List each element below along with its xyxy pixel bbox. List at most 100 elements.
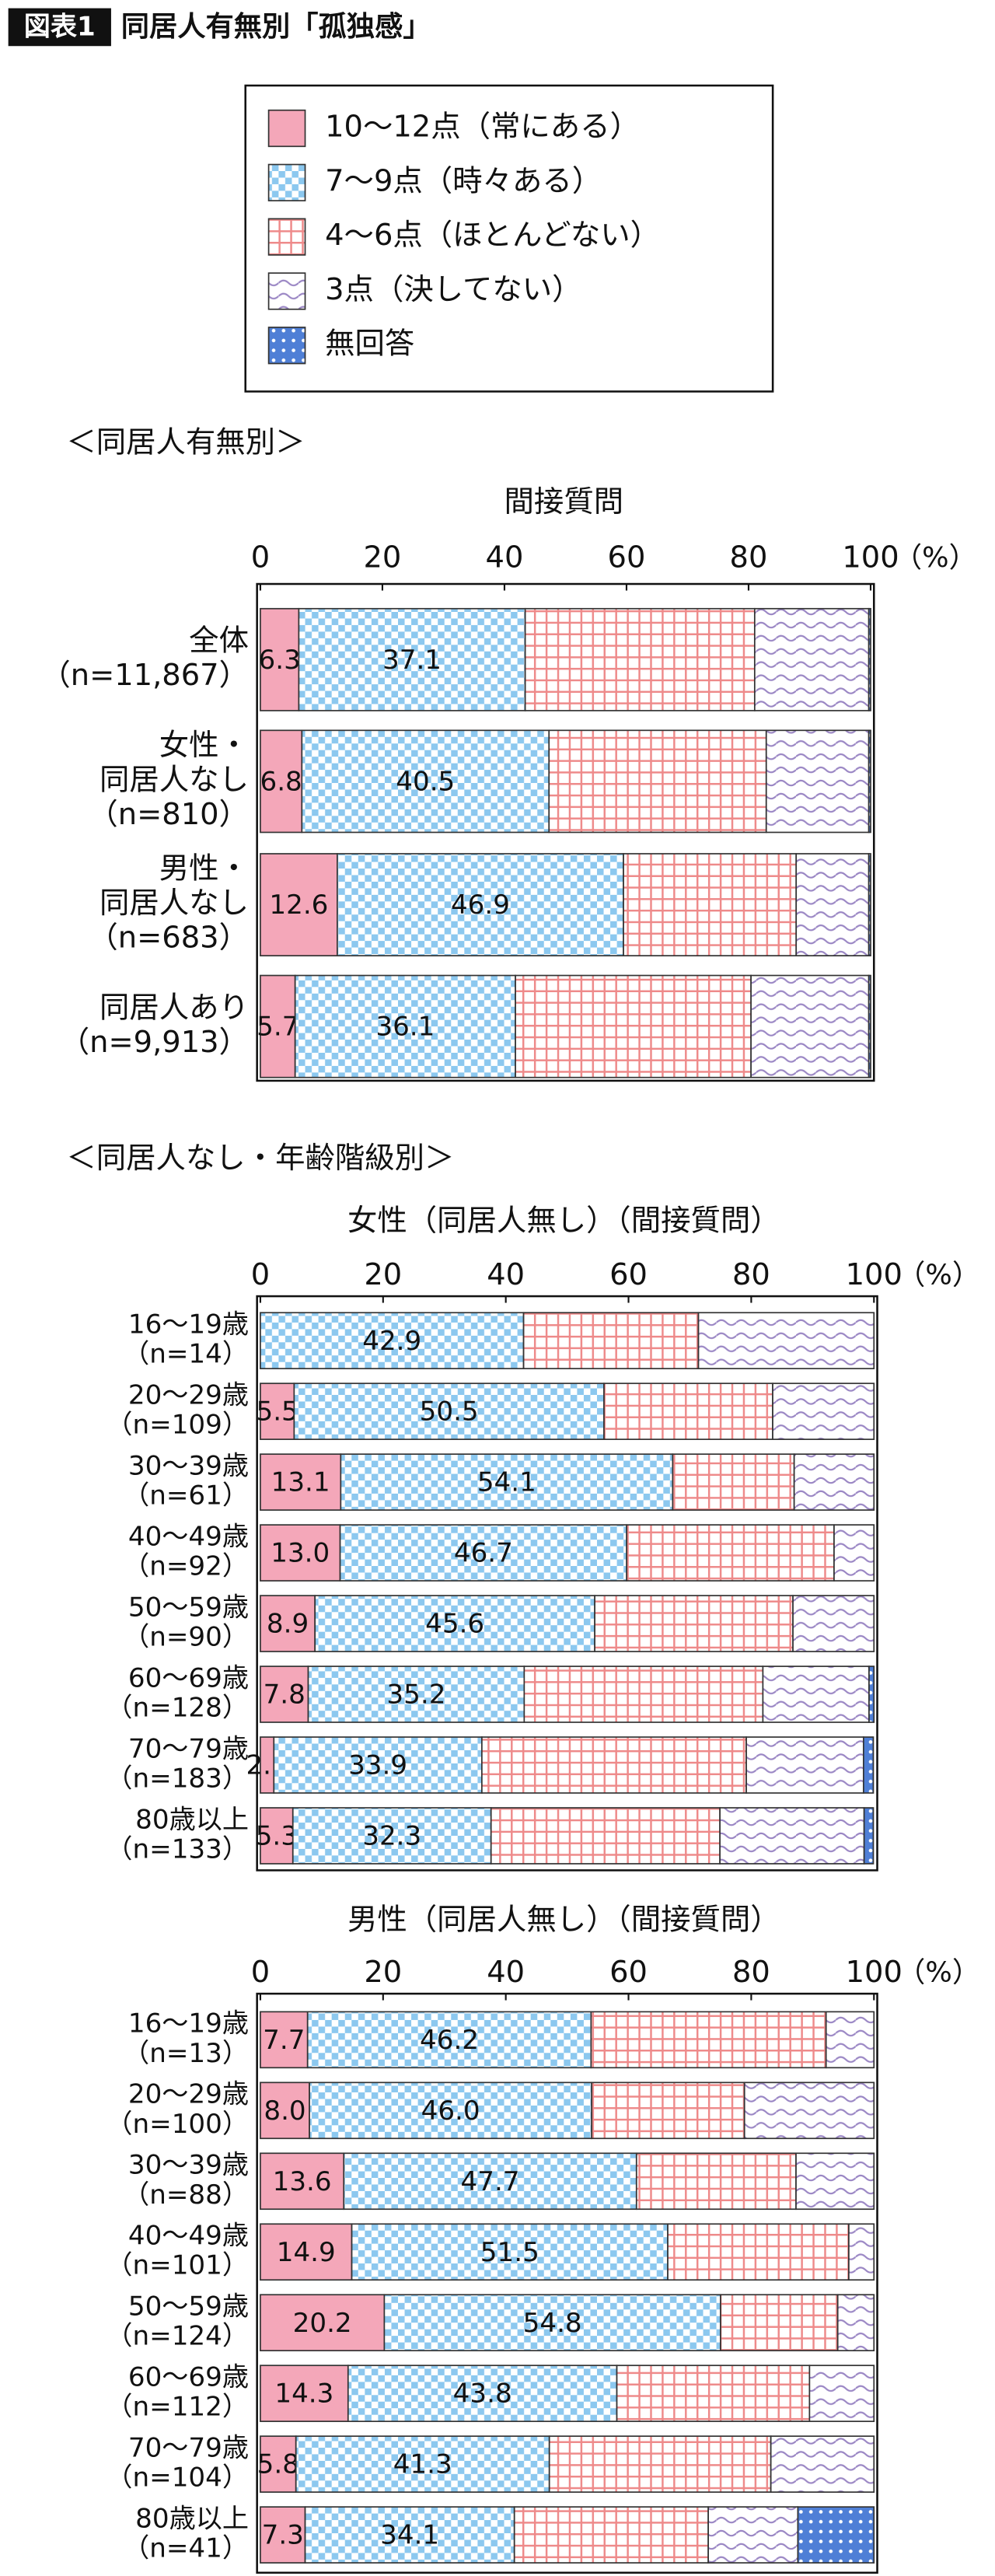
y-tick-label: 60～69歳	[128, 1663, 249, 1694]
y-tick-label: 80歳以上	[135, 2504, 249, 2535]
section-heading: ＜同居人なし・年齢階級別＞	[66, 1141, 454, 1176]
data-label: 36.1	[375, 1012, 435, 1043]
y-tick-label: 60～69歳	[128, 2362, 249, 2393]
data-label: 42.9	[362, 1326, 421, 1357]
data-label: 41.3	[393, 2449, 452, 2480]
bar-segment	[848, 2223, 875, 2281]
bar-segment	[524, 607, 756, 711]
bar-segment	[616, 2365, 811, 2422]
bar-segment	[343, 2152, 637, 2211]
bar-segment	[808, 2365, 875, 2422]
bar-segment	[707, 2506, 799, 2564]
data-label: 5.8	[257, 2449, 299, 2480]
bar-segment	[347, 2365, 618, 2422]
bar-segment	[833, 1524, 875, 1582]
bar-segment	[772, 1382, 875, 1440]
legend-label: 無回答	[325, 327, 414, 362]
data-label: 8.9	[267, 1609, 309, 1640]
x-unit: （%）	[897, 1956, 980, 1989]
y-tick-label: 40～49歳	[128, 2221, 249, 2252]
legend-swatch	[267, 327, 306, 365]
bar-segment	[667, 2223, 850, 2281]
y-tick-label: 女性・	[159, 729, 249, 763]
y-tick-label: 20～29歳	[128, 1380, 249, 1411]
title-tag: 図表1	[24, 12, 96, 43]
x-unit: （%）	[894, 540, 977, 574]
data-label: 33.9	[348, 1750, 407, 1781]
y-tick-label: （n=112）	[106, 2392, 249, 2423]
bar-segment	[260, 1312, 525, 1370]
y-tick-label: （n=810）	[88, 798, 249, 832]
x-tick-label: 60	[608, 541, 646, 575]
bar-segment	[863, 1807, 875, 1865]
panel-title: 男性（同居人無し）（間接質問）	[347, 1903, 780, 1938]
bar-segment	[306, 2011, 592, 2069]
bar-segment	[304, 2506, 515, 2564]
data-label: 46.2	[420, 2025, 479, 2056]
bar-segment	[383, 2294, 721, 2352]
data-label: 54.8	[523, 2308, 582, 2339]
data-label: 43.8	[453, 2379, 512, 2410]
bar-segment	[260, 2506, 306, 2564]
x-tick-label: 20	[364, 541, 402, 575]
bar-segment	[825, 2011, 875, 2069]
bar-segment	[868, 607, 871, 711]
bar-segment	[795, 853, 870, 956]
x-tick-label: 80	[732, 1956, 770, 1990]
y-tick-label: 16～19歳	[128, 2008, 249, 2039]
bar-segment	[697, 1312, 875, 1370]
panel-frame	[256, 582, 875, 1082]
bar-segment	[293, 1382, 605, 1440]
panel-frame	[256, 1295, 878, 1872]
bar-segment	[720, 2294, 839, 2352]
bar-segment	[339, 1524, 628, 1582]
y-tick-label: 70～79歳	[128, 2433, 249, 2464]
data-label: 51.5	[480, 2237, 539, 2268]
y-tick-label: （n=11,867）	[40, 659, 249, 693]
data-label: 13.1	[271, 1467, 330, 1498]
y-tick-label: （n=128）	[106, 1693, 249, 1724]
bar-segment	[481, 1736, 747, 1794]
legend-swatch	[267, 272, 306, 310]
x-tick-label: 0	[251, 541, 270, 575]
data-label: 6.8	[260, 767, 302, 798]
data-label: 5.3	[256, 1821, 298, 1852]
x-tick-label: 40	[487, 1258, 525, 1292]
bar-segment	[294, 974, 516, 1078]
y-tick-label: （n=101）	[106, 2250, 249, 2281]
data-label: 7.3	[262, 2520, 304, 2551]
y-tick-label: 同居人あり	[100, 991, 249, 1026]
bar-segment	[594, 1595, 794, 1652]
bar-segment	[590, 2011, 827, 2069]
bar-segment	[523, 1665, 764, 1723]
y-tick-label: 同居人なし	[100, 886, 249, 921]
bar-segment	[672, 1453, 795, 1511]
bar-segment	[765, 729, 870, 834]
y-tick-label: 30～39歳	[128, 2150, 249, 2181]
bar-segment	[490, 1807, 721, 1865]
data-label: 35.2	[386, 1679, 445, 1711]
bar-segment	[260, 2365, 349, 2422]
bar-segment	[868, 853, 871, 956]
bar-segment	[719, 1807, 865, 1865]
bar-segment	[260, 853, 338, 956]
data-label: 40.5	[396, 767, 455, 798]
y-tick-label: （n=9,913）	[60, 1026, 249, 1060]
data-label: 37.1	[382, 645, 442, 676]
bar-segment	[260, 1524, 341, 1582]
bar-segment	[260, 1382, 295, 1440]
x-tick-label: 100	[842, 541, 899, 575]
legend-label: 4～6点（ほとんどない）	[325, 218, 660, 253]
y-tick-label: （n=100）	[106, 2109, 249, 2140]
legend-swatch	[267, 109, 306, 148]
x-tick-label: 20	[364, 1956, 402, 1990]
x-unit: （%）	[897, 1258, 980, 1291]
bar-segment	[750, 974, 870, 1078]
y-tick-label: （n=13）	[123, 2038, 249, 2069]
legend-swatch	[267, 163, 306, 201]
x-tick-label: 40	[486, 541, 524, 575]
data-label: 20.2	[293, 2308, 352, 2339]
legend-swatch	[267, 218, 306, 256]
